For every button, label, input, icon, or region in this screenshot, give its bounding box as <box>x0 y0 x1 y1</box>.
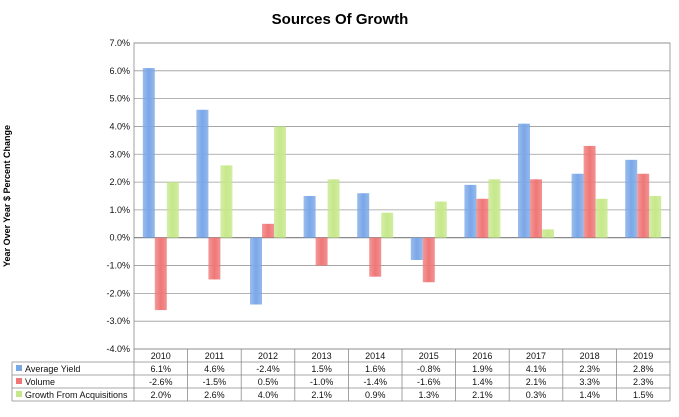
data-label: 0.5% <box>258 377 279 387</box>
data-label: 2.8% <box>633 364 654 374</box>
data-label: 2.6% <box>204 390 225 400</box>
bar-growth-from-acquisitions-2014 <box>381 212 394 238</box>
bar-volume-2011 <box>208 237 221 280</box>
bar-volume-2014 <box>369 237 382 277</box>
data-label: -0.8% <box>417 364 441 374</box>
data-label: 1.9% <box>472 364 493 374</box>
bar-volume-2015 <box>422 237 435 283</box>
y-tick-label: -1.0% <box>106 261 130 271</box>
bar-volume-2016 <box>476 198 489 238</box>
x-tick-label: 2014 <box>365 351 385 361</box>
x-tick-label: 2016 <box>472 351 492 361</box>
y-tick-label: 2.0% <box>109 177 130 187</box>
data-label: 1.5% <box>311 364 332 374</box>
data-label: 1.4% <box>579 390 600 400</box>
legend-swatch <box>16 391 22 397</box>
y-axis-label: Year Over Year $ Percent Change <box>2 125 12 267</box>
data-label: 2.3% <box>579 364 600 374</box>
data-label: -2.4% <box>256 364 280 374</box>
bars <box>142 68 662 311</box>
y-tick-label: -3.0% <box>106 316 130 326</box>
bar-average-yield-2010 <box>142 68 155 238</box>
bar-average-yield-2012 <box>250 237 262 305</box>
x-tick-label: 2010 <box>151 351 171 361</box>
chart-title: Sources Of Growth <box>272 11 409 28</box>
legend-swatch <box>16 378 22 384</box>
bar-average-yield-2019 <box>625 159 638 238</box>
y-tick-label: 3.0% <box>109 149 130 159</box>
y-axis-ticks: 7.0% 6.0% 5.0% 4.0% 3.0% 2.0% 1.0% 0.0% -1.0% -2.… <box>106 38 130 354</box>
data-label: 0.9% <box>365 390 386 400</box>
y-tick-label: 5.0% <box>109 94 130 104</box>
data-label: -1.4% <box>363 377 387 387</box>
bar-average-yield-2016 <box>464 184 477 238</box>
bar-average-yield-2017 <box>518 123 530 238</box>
data-label: 2.3% <box>633 377 654 387</box>
legend-swatch <box>16 365 22 371</box>
bar-growth-from-acquisitions-2017 <box>542 229 554 238</box>
bar-average-yield-2011 <box>196 109 209 238</box>
bar-growth-from-acquisitions-2015 <box>434 201 447 238</box>
legend-entry: Growth From Acquisitions <box>25 390 128 400</box>
data-label: 1.6% <box>365 364 386 374</box>
bar-average-yield-2013 <box>303 196 316 238</box>
bar-volume-2010 <box>154 237 167 311</box>
data-label: 4.0% <box>258 390 279 400</box>
data-label: 1.3% <box>419 390 440 400</box>
data-label: 4.6% <box>204 364 225 374</box>
y-tick-label: 6.0% <box>109 66 130 76</box>
data-label: 3.3% <box>579 377 600 387</box>
bar-growth-from-acquisitions-2011 <box>220 165 233 238</box>
data-label: 1.4% <box>472 377 493 387</box>
data-label: 2.1% <box>311 390 332 400</box>
y-tick-label: 7.0% <box>109 38 130 48</box>
data-table: 2010 2011 2012 2013 2014 2015 2016 2017 2018 2019… <box>11 348 671 402</box>
bar-volume-2017 <box>530 179 542 238</box>
data-label: 4.1% <box>526 364 547 374</box>
y-tick-label: 0.0% <box>109 233 130 243</box>
bar-growth-from-acquisitions-2018 <box>595 198 608 238</box>
data-label: 1.5% <box>633 390 654 400</box>
y-tick-label: -4.0% <box>106 344 130 354</box>
data-label: 2.1% <box>526 377 547 387</box>
bar-growth-from-acquisitions-2012 <box>274 126 286 238</box>
data-label: -2.6% <box>149 377 173 387</box>
data-label: 6.1% <box>151 364 172 374</box>
bar-volume-2012 <box>262 223 274 238</box>
bar-volume-2018 <box>583 145 596 238</box>
data-label: 2.0% <box>151 390 172 400</box>
legend-entry: Average Yield <box>25 364 80 374</box>
data-label: 0.3% <box>526 390 547 400</box>
y-tick-label: 4.0% <box>109 121 130 131</box>
legend-entry: Volume <box>25 377 55 387</box>
bar-average-yield-2015 <box>410 237 423 260</box>
bar-average-yield-2018 <box>571 173 584 238</box>
bar-volume-2019 <box>637 173 650 238</box>
x-tick-label: 2013 <box>312 351 332 361</box>
x-tick-label: 2017 <box>526 351 546 361</box>
bar-volume-2013 <box>315 237 328 266</box>
bar-average-yield-2014 <box>357 193 370 238</box>
data-label: -1.0% <box>310 377 334 387</box>
data-label: 2.1% <box>472 390 493 400</box>
x-tick-label: 2018 <box>580 351 600 361</box>
y-tick-label: -2.0% <box>106 288 130 298</box>
bar-growth-from-acquisitions-2016 <box>488 179 501 238</box>
bar-growth-from-acquisitions-2019 <box>649 196 662 238</box>
x-tick-label: 2012 <box>258 351 278 361</box>
y-tick-label: 1.0% <box>109 205 130 215</box>
bar-growth-from-acquisitions-2013 <box>327 179 340 238</box>
x-tick-label: 2015 <box>419 351 439 361</box>
bar-growth-from-acquisitions-2010 <box>166 182 179 238</box>
x-tick-label: 2019 <box>633 351 653 361</box>
data-label: -1.6% <box>417 377 441 387</box>
x-tick-label: 2011 <box>205 351 224 361</box>
data-label: -1.5% <box>203 377 227 387</box>
